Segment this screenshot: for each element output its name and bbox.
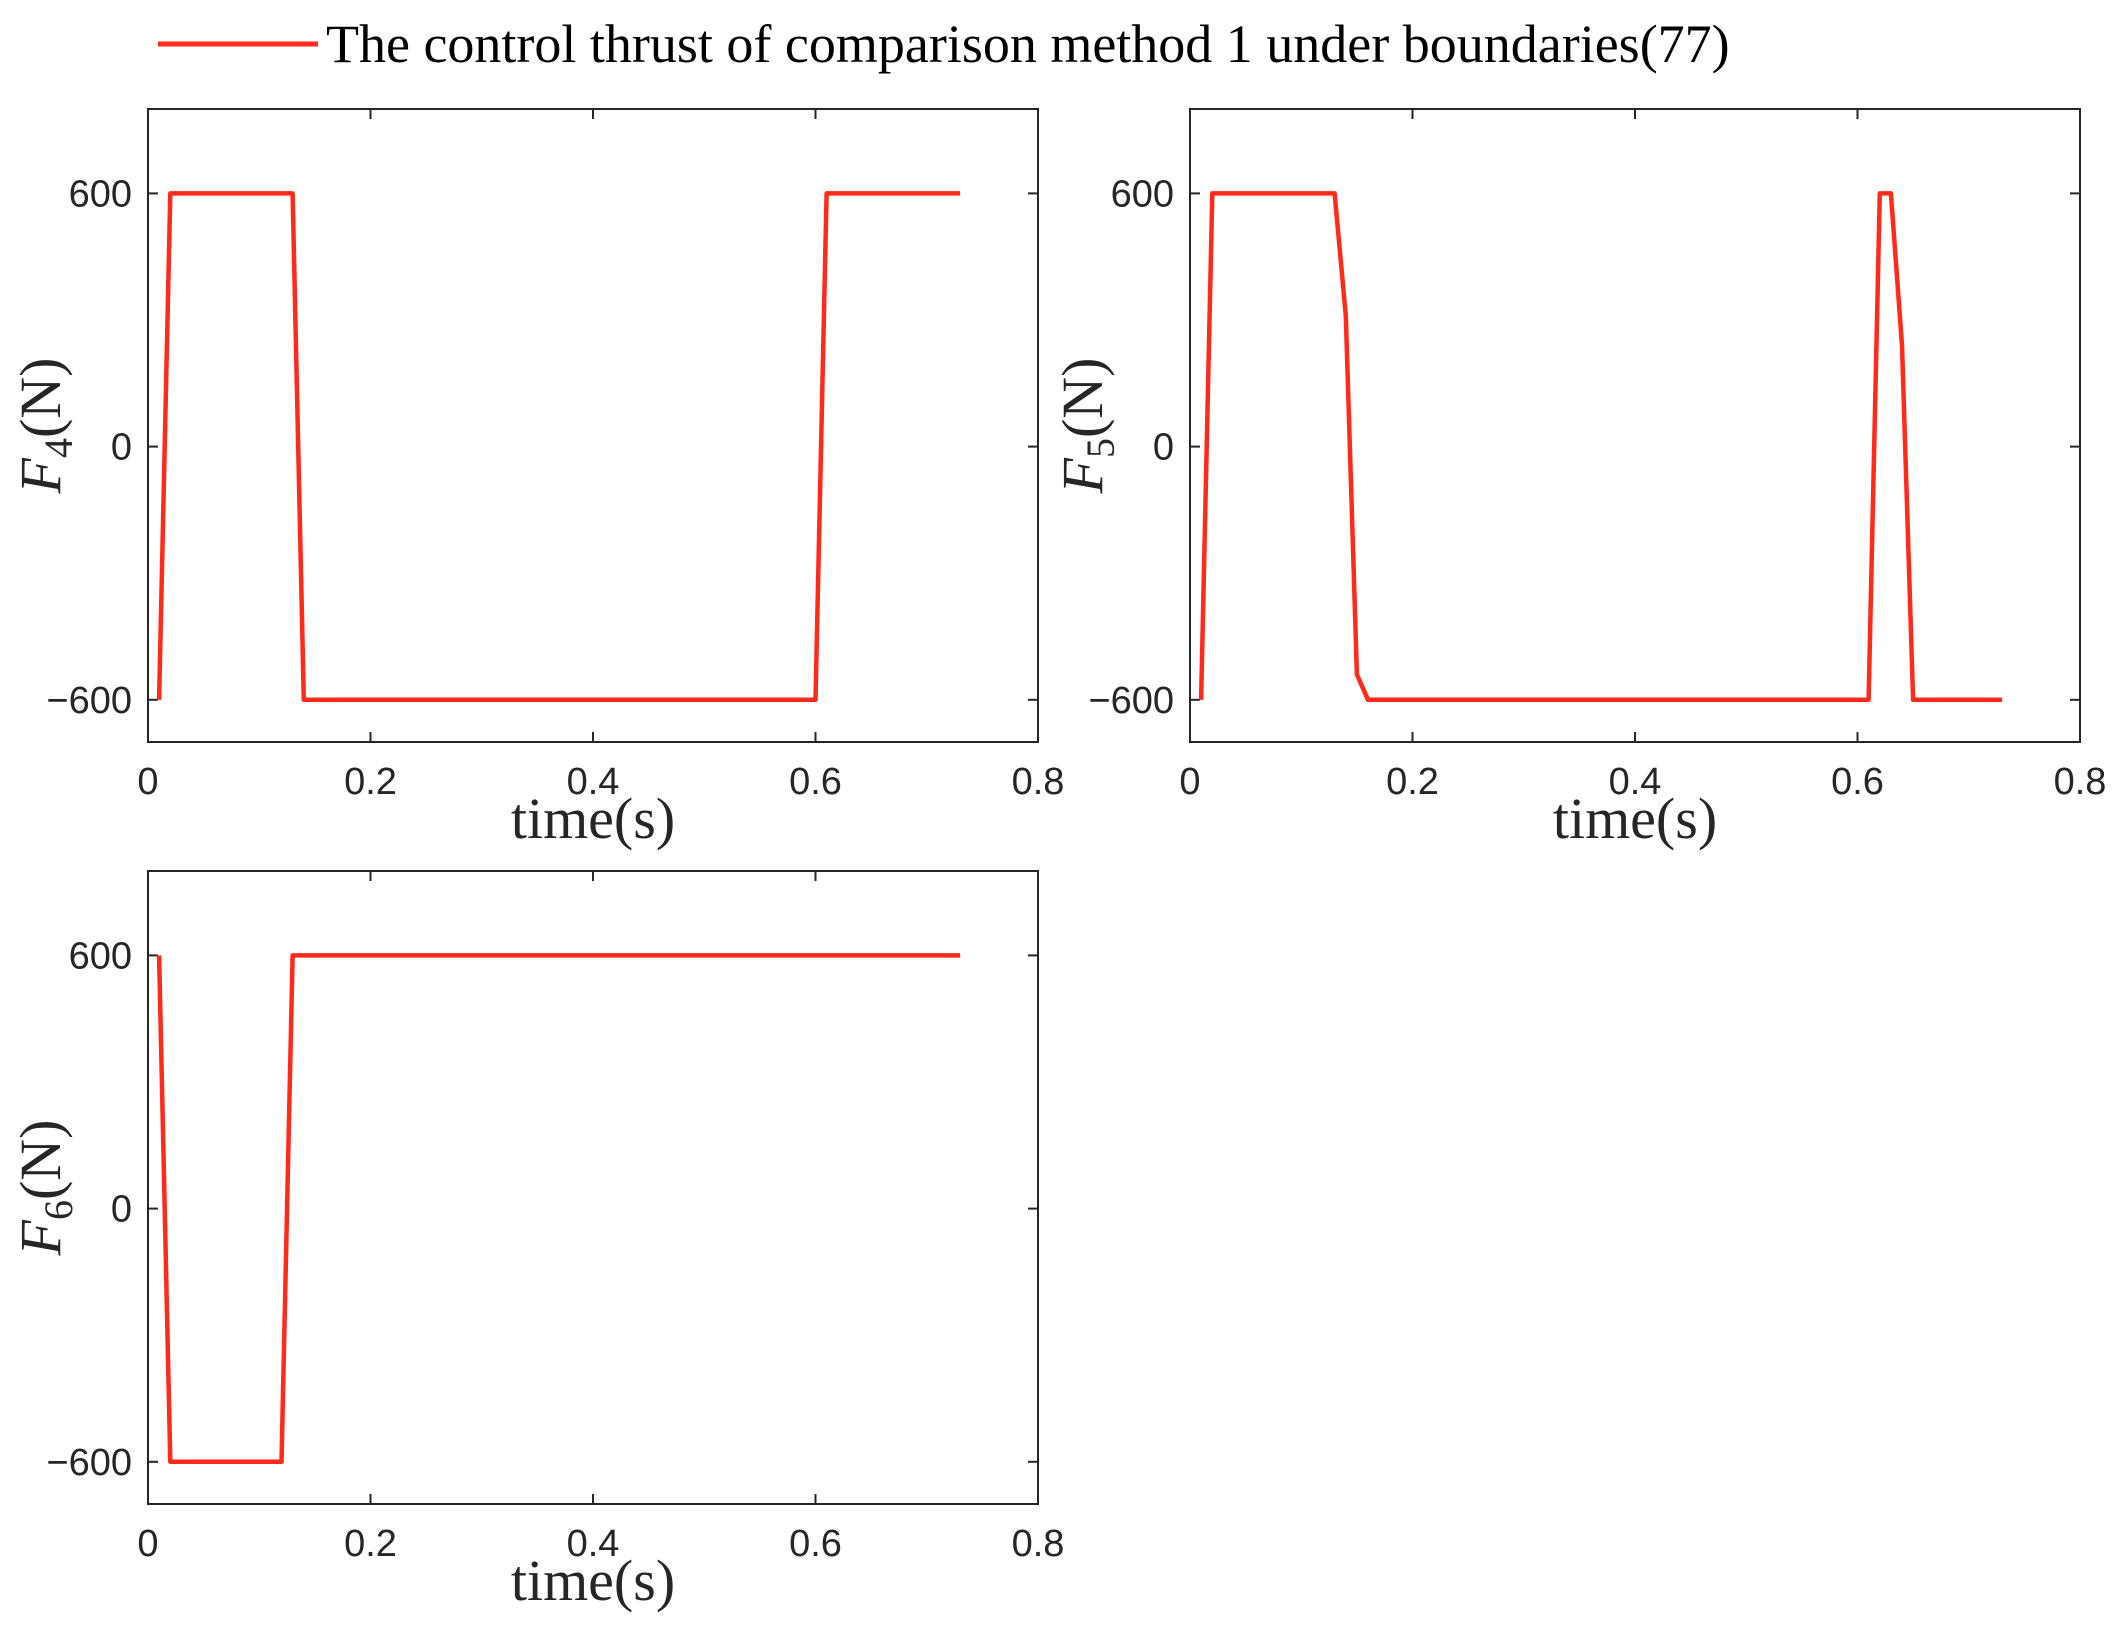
y-axis-symbol: F [8,1219,73,1256]
x-tick-label: 0.4 [1609,761,1662,803]
y-tick-label: 600 [69,173,132,215]
x-axis-title: time(s) [511,1548,675,1613]
legend: The control thrust of comparison method … [158,14,1730,74]
y-axis-subscript: 5 [1078,438,1123,458]
x-tick-label: 0.6 [789,1523,842,1565]
x-tick-label: 0.2 [1386,761,1439,803]
y-axis-unit: (N) [8,1120,73,1201]
x-tick-label: 0 [137,761,158,803]
y-tick-label: 0 [111,427,132,469]
y-tick-label: 600 [1111,173,1174,215]
x-tick-label: 0.2 [344,1523,397,1565]
y-tick-label: 0 [1153,427,1174,469]
y-axis-symbol: F [1050,457,1115,494]
x-tick-label: 0 [137,1523,158,1565]
y-tick-label: −600 [1088,680,1174,722]
series-line-1 [1198,191,2003,703]
series-line-1 [156,191,961,703]
x-tick-label: 0.2 [344,761,397,803]
y-axis-unit: (N) [1050,358,1115,439]
legend-label: The control thrust of comparison method … [326,14,1730,74]
x-axis-title: time(s) [1553,786,1717,851]
axes-box [147,108,1039,743]
x-tick-label: 0.8 [1012,761,1065,803]
y-tick-label: −600 [46,680,132,722]
y-axis-subscript: 4 [36,438,81,458]
y-axis-title: F5(N) [1050,358,1123,495]
y-axis-unit: (N) [8,358,73,439]
x-tick-label: 0.6 [789,761,842,803]
y-tick-label: −600 [46,1442,132,1484]
y-axis-symbol: F [8,457,73,494]
x-tick-label: 0.6 [1831,761,1884,803]
y-axis-title: F4(N) [8,358,81,495]
series-line-1 [156,953,961,1465]
y-tick-label: 600 [69,935,132,977]
x-tick-label: 0 [1179,761,1200,803]
x-tick-label: 0.8 [1012,1523,1065,1565]
y-axis-title: F6(N) [8,1120,81,1257]
x-tick-label: 0.4 [567,761,620,803]
x-tick-label: 0.8 [2054,761,2107,803]
x-tick-label: 0.4 [567,1523,620,1565]
y-tick-label: 0 [111,1189,132,1231]
axes-box [1189,108,2081,743]
x-axis-title: time(s) [511,786,675,851]
y-axis-subscript: 6 [36,1200,81,1220]
